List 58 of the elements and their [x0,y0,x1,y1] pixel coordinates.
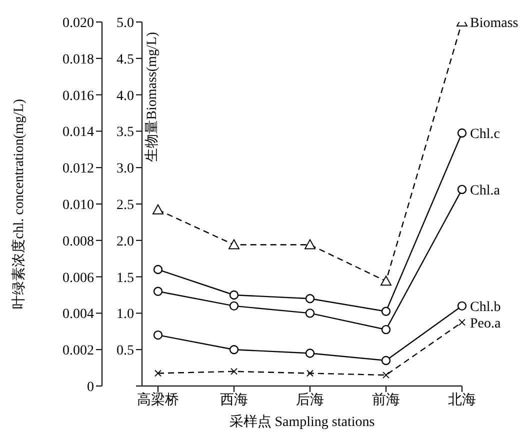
point [305,308,315,318]
x-tick-label: 后海 [296,392,324,408]
point [153,330,163,340]
point [153,286,163,296]
y2-tick-label: 3.0 [116,162,134,177]
point [382,372,390,379]
y2-tick-label: 1.5 [116,270,134,286]
y2-tick-label: 2.5 [116,198,134,213]
point [457,184,467,194]
point [152,204,164,214]
y2-tick-label: 0.5 [116,344,134,359]
point [305,348,315,358]
point [154,370,162,377]
text: 0 [87,380,94,395]
point [381,306,391,316]
x-axis-title: 采样点 Sampling stations [229,414,375,430]
x-tick-label: 北海 [448,392,476,408]
point [153,264,163,274]
series-label: Peo.a [470,316,502,332]
y-tick-label: 0.012 [62,162,94,177]
point [229,301,239,311]
y-tick-label: 0.006 [62,270,94,286]
y-tick-label: 0.004 [62,307,94,322]
y-axis-title: 叶绿素浓度chl. concentration(mg/L) [10,98,27,309]
point [457,128,467,138]
x-tick-label: 高梁桥 [137,392,179,408]
point [457,301,467,311]
y2-tick-label: 5.0 [116,16,134,31]
y-tick-label: 0.008 [62,234,94,250]
series-label: Chl.a [470,183,501,198]
point [229,345,239,354]
point [230,368,238,375]
y-tick-label: 0.016 [62,88,94,104]
y-tick-label: 0.020 [62,16,94,31]
point [304,239,316,250]
point [380,276,392,286]
point [381,324,391,334]
point [306,370,314,377]
y2-tick-label: 2.0 [116,234,134,250]
x-tick-label: 前海 [372,392,400,408]
y-tick-label: 0.002 [62,344,94,359]
y2-tick-label: 1.0 [116,307,134,322]
series-label: Biomass [470,16,518,31]
y2-axis-title: 生物量Biomass(mg/L) [144,32,160,162]
point [381,356,391,366]
series-label: Chl.c [470,127,500,142]
y-tick-label: 0.014 [62,125,94,140]
y2-tick-label: 3.5 [116,125,134,140]
x-tick-label: 西海 [220,392,248,408]
point [229,290,239,300]
point [305,294,315,304]
y2-tick-label: 4.5 [116,52,134,68]
point [228,239,240,250]
y-tick-label: 0.010 [62,198,94,213]
y-tick-label: 0.018 [62,52,94,68]
point [458,318,466,326]
y2-tick-label: 4.0 [116,88,134,104]
series-label: Chl.b [470,300,501,315]
